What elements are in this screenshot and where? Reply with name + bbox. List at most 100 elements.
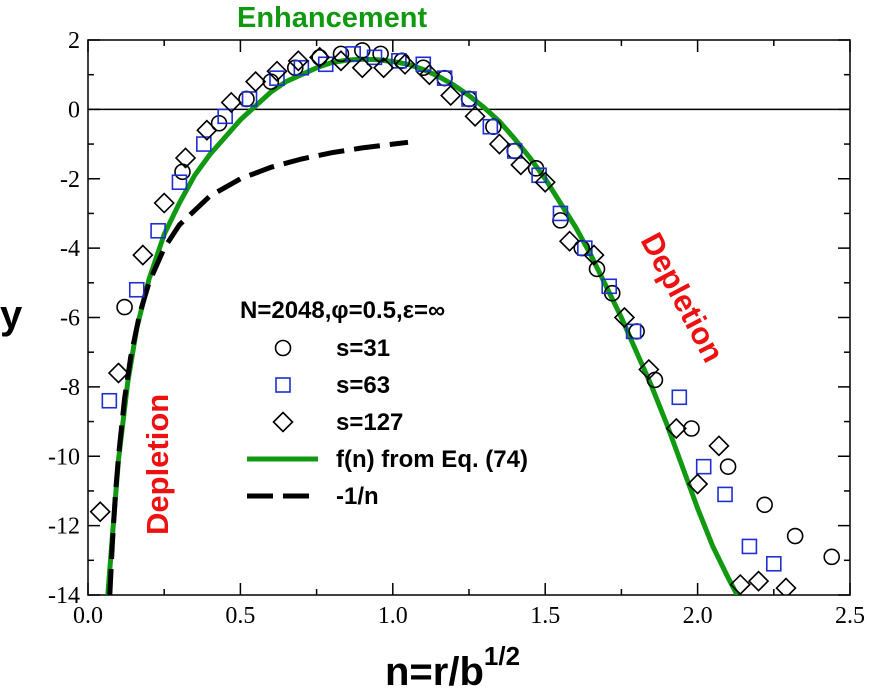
point-s-127: [729, 573, 751, 595]
point-s-63: [436, 70, 453, 86]
point-s-63: [241, 91, 258, 107]
point-s-63: [765, 555, 782, 572]
point-s-63: [482, 118, 499, 135]
x-tick-label: 0.0: [73, 603, 103, 629]
y-tick-label: 2: [68, 28, 80, 54]
point-s-127: [373, 57, 395, 79]
point-s-127: [613, 306, 636, 329]
y-tick-label: -4: [60, 236, 80, 262]
point-s-31: [174, 163, 191, 181]
x-tick-label: 0.5: [225, 603, 255, 629]
y-tick-label: -2: [60, 167, 80, 193]
point-s-31: [485, 118, 502, 136]
line-1-n: [107, 139, 409, 595]
point-s-127: [394, 53, 416, 75]
x-tick-label: 1.5: [530, 603, 560, 629]
legend-label-s-31: s=31: [336, 335, 390, 362]
annotation-depletion-right: Depletion: [634, 227, 731, 368]
legend-label-f-n-from-eq-74: f(n) from Eq. (74): [336, 446, 528, 473]
point-s-127: [174, 147, 197, 169]
x-tick-label: 2.0: [683, 603, 713, 629]
point-s-127: [708, 435, 730, 457]
axis-ticks: [87, 39, 851, 596]
y-tick-label: -10: [48, 444, 80, 470]
y-tick-label: -12: [48, 514, 80, 540]
point-s-127: [534, 171, 556, 193]
point-s-63: [625, 323, 642, 340]
axes-frame: [87, 39, 851, 596]
point-s-63: [293, 59, 310, 76]
point-s-31: [683, 420, 700, 437]
point-s-63: [506, 143, 523, 159]
x-axis-label: n=r/b1/2: [385, 641, 520, 689]
point-s-127: [287, 50, 309, 72]
y-axis-label: y: [0, 293, 23, 337]
point-s-127: [153, 192, 175, 214]
legend-swatch-s-127: [272, 411, 294, 433]
y-tick-label: -6: [60, 306, 80, 332]
point-s-127: [775, 577, 797, 595]
point-s-63: [531, 167, 547, 184]
point-s-63: [345, 46, 361, 62]
y-tick-label: 0: [68, 97, 80, 123]
x-axis-label-superscript: 1/2: [484, 641, 520, 671]
point-s-63: [101, 392, 118, 409]
annotation-depletion-left: Depletion: [140, 394, 175, 535]
point-s-127: [464, 105, 486, 127]
point-s-127: [196, 119, 218, 141]
point-s-63: [150, 222, 166, 239]
point-s-127: [89, 501, 111, 523]
annotation-enhancement: Enhancement: [237, 2, 427, 34]
plot-frame: [87, 39, 851, 596]
series-markers: [89, 42, 841, 595]
tick-labels: 0.0 0.5 1.0 1.5 2.0 2.5 2 0 -2 -4 -6 -8 -10 -12 -14: [48, 28, 865, 629]
point-s-63: [196, 136, 212, 152]
y-tick-label: -8: [60, 375, 80, 401]
point-s-63: [171, 174, 188, 191]
point-s-127: [330, 50, 352, 72]
point-s-127: [440, 84, 462, 107]
point-s-127: [107, 362, 130, 384]
point-s-63: [366, 49, 383, 66]
point-s-127: [488, 133, 511, 155]
point-s-63: [217, 108, 233, 125]
point-s-127: [638, 358, 660, 381]
point-s-127: [351, 57, 373, 79]
x-tick-label: 1.0: [378, 603, 408, 629]
x-tick-label: 2.5: [835, 603, 865, 629]
legend-label-s-127: s=127: [336, 409, 403, 436]
point-s-127: [510, 154, 532, 176]
point-s-31: [719, 458, 737, 475]
point-s-127: [245, 70, 267, 93]
legend-title: N=2048,φ=0.5,ε=∞: [240, 297, 445, 324]
point-s-127: [309, 46, 331, 68]
legend: N=2048,φ=0.5,ε=∞ s=31 s=63 s=127 f(n) from …: [240, 297, 528, 510]
point-s-63: [128, 281, 145, 298]
point-s-63: [461, 91, 477, 107]
legend-swatch-s-31: [274, 339, 292, 357]
point-s-63: [717, 486, 733, 503]
point-s-63: [671, 389, 688, 406]
point-s-127: [132, 244, 154, 266]
point-s-127: [583, 244, 605, 266]
point-s-63: [741, 538, 758, 555]
x-axis-label-main: n=r/b: [385, 650, 484, 689]
point-s-31: [238, 90, 255, 108]
point-s-31: [116, 298, 133, 316]
point-s-127: [747, 570, 770, 592]
point-s-127: [418, 64, 441, 86]
point-s-63: [601, 278, 618, 295]
point-s-127: [558, 230, 581, 252]
point-s-127: [686, 473, 709, 495]
point-s-31: [823, 548, 841, 566]
legend-label-s-63: s=63: [336, 372, 390, 399]
point-s-31: [786, 527, 804, 545]
legend-label-1-n: -1/n: [336, 483, 379, 510]
point-s-31: [332, 45, 350, 63]
point-s-63: [695, 458, 712, 475]
point-s-31: [756, 496, 773, 514]
point-s-127: [266, 60, 288, 82]
point-s-31: [628, 323, 645, 340]
legend-swatch-s-63: [275, 377, 291, 393]
